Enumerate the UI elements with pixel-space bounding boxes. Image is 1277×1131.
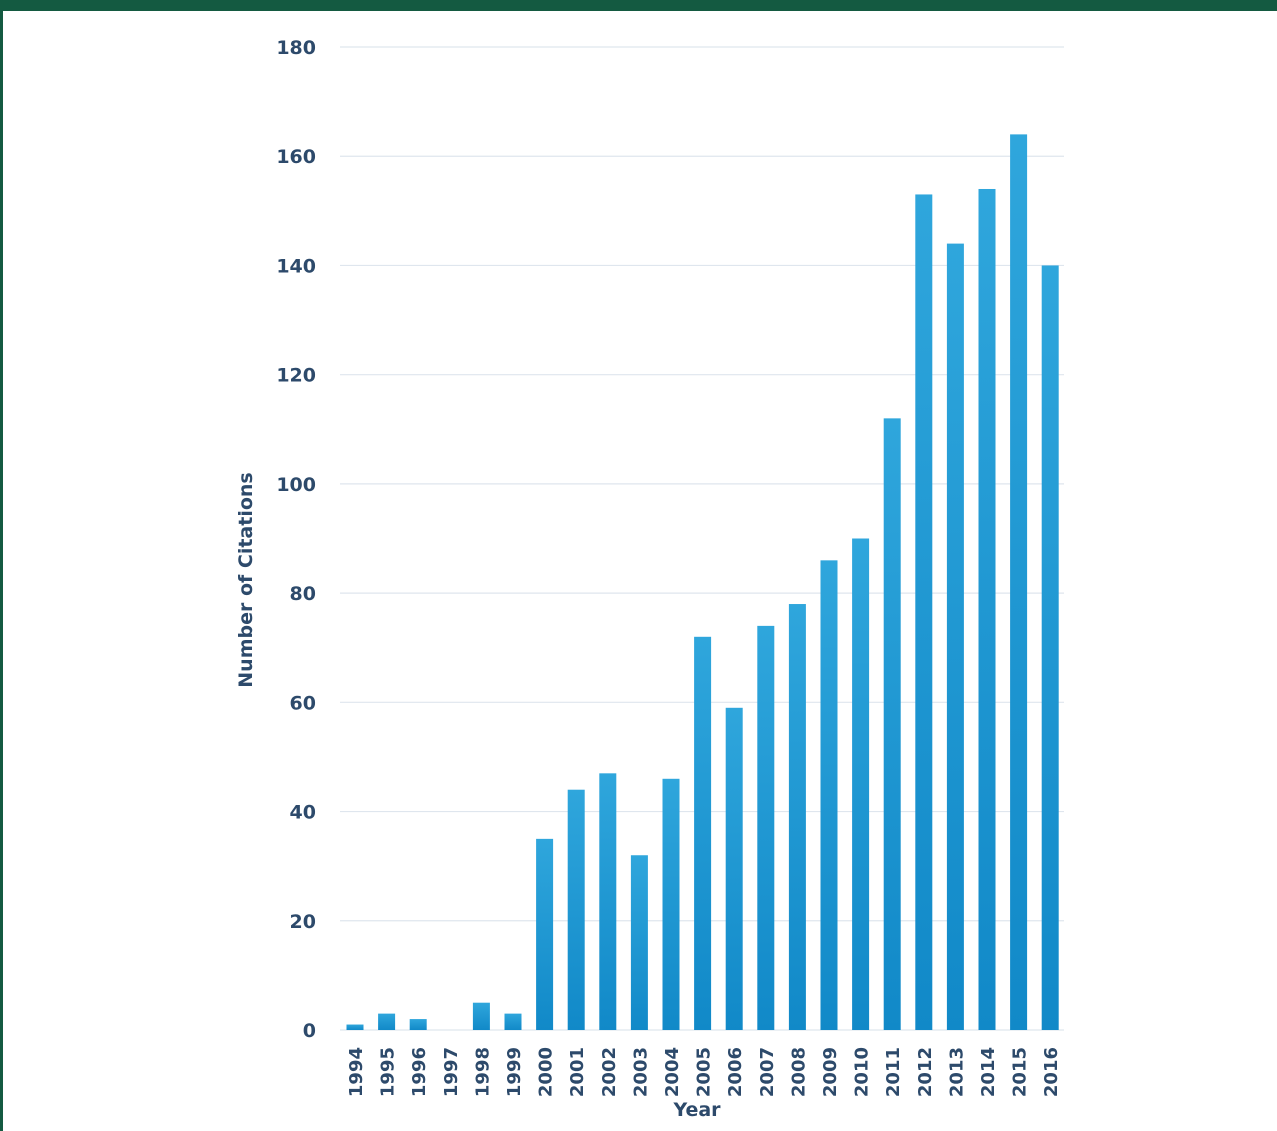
y-tick-label: 100 [276,474,316,496]
bar-1996 [409,1019,427,1030]
y-axis-title: Number of Citations [235,472,257,687]
bar-2003 [630,855,648,1030]
x-tick-label: 2007 [757,1047,778,1097]
x-tick-label: 2013 [946,1047,967,1097]
x-tick-label: 2000 [536,1047,557,1097]
bar-2006 [725,707,743,1030]
bar-2016 [1041,265,1059,1030]
bar-2011 [883,418,901,1030]
x-tick-label: 2001 [567,1047,588,1097]
bar-2007 [757,625,775,1030]
bars [346,134,1059,1031]
x-tick-label: 2014 [978,1047,999,1097]
x-tick-label: 2015 [1010,1047,1031,1097]
y-tick-label: 20 [290,911,316,933]
x-tick-label: 2016 [1041,1047,1062,1097]
x-tick-label: 1999 [504,1047,525,1097]
bar-2008 [788,604,806,1030]
y-tick-label: 60 [290,692,316,714]
bar-1995 [378,1013,396,1030]
x-tick-label: 2002 [599,1047,620,1097]
bar-2005 [694,636,712,1030]
bar-2015 [1010,134,1028,1030]
y-axis-ticks: 0 20 40 60 80 100 120 140 160 180 [276,37,316,1042]
bar-2001 [567,789,585,1030]
x-tick-label: 1996 [409,1047,430,1097]
bar-1994 [346,1024,364,1030]
bar-2002 [599,773,617,1030]
bar-2009 [820,560,838,1030]
x-tick-label: 2003 [630,1047,651,1097]
bar-2012 [915,194,933,1030]
y-tick-label: 40 [290,802,316,824]
x-tick-label: 2009 [820,1047,841,1097]
y-tick-label: 160 [276,146,316,168]
y-tick-label: 180 [276,37,316,59]
y-tick-label: 140 [276,255,316,277]
x-tick-label: 1994 [346,1047,367,1097]
bar-2013 [946,243,964,1031]
bar-2010 [852,538,870,1030]
y-tick-label: 120 [276,365,316,387]
y-tick-label: 0 [303,1020,316,1042]
bar-2000 [536,838,554,1030]
bar-2004 [662,778,680,1030]
x-axis-ticks: 1994 1995 1996 1997 1998 1999 2000 2001 2002 2003… [346,1047,1062,1097]
x-tick-label: 2004 [662,1047,683,1097]
bar-2014 [978,188,996,1030]
x-tick-label: 1995 [378,1047,399,1097]
x-tick-label: 2005 [694,1047,715,1097]
x-tick-label: 1998 [472,1047,493,1097]
x-tick-label: 2006 [725,1047,746,1097]
bar-1999 [504,1013,522,1030]
y-tick-label: 80 [290,583,316,605]
bar-1998 [472,1002,490,1030]
x-tick-label: 2012 [915,1047,936,1097]
x-tick-label: 2011 [883,1047,904,1097]
x-tick-label: 2010 [852,1047,873,1097]
x-tick-label: 2008 [788,1047,809,1097]
x-tick-label: 1997 [441,1047,462,1097]
x-axis-title: Year [672,1099,721,1121]
